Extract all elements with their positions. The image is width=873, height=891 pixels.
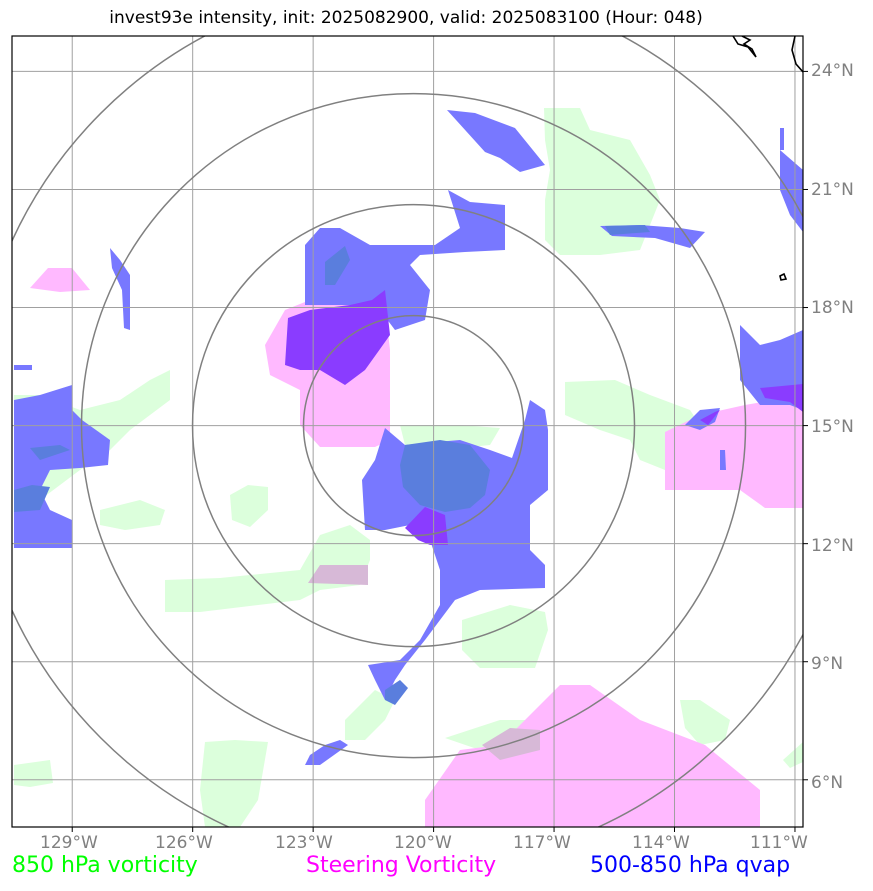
green-region-far-southwest <box>200 740 268 827</box>
lon-label-114w: 114°W <box>632 833 690 853</box>
pink-region-southeast <box>425 685 760 827</box>
darkblue-west-patch2 <box>30 445 70 460</box>
lon-label-117w: 117°W <box>513 833 571 853</box>
map-title: invest93e intensity, init: 2025082900, v… <box>109 8 703 28</box>
pink-region-northwest <box>30 268 90 292</box>
legend-qvap: 500-850 hPa qvap <box>590 853 791 878</box>
lat-label-12n: 12°N <box>811 536 854 556</box>
lat-label-6n: 6°N <box>811 773 844 793</box>
range-ring <box>302 314 525 537</box>
map-frame <box>11 35 804 828</box>
lat-label-9n: 9°N <box>811 654 844 674</box>
lon-label-111w: 111°W <box>750 833 808 853</box>
purple-core-north <box>285 290 390 385</box>
mauve-south-patch <box>308 565 368 585</box>
darkblue-ne-band <box>605 225 650 235</box>
darkblue-south-patch <box>385 680 408 705</box>
darkblue-core <box>400 440 490 512</box>
green-region-south-center <box>345 690 395 740</box>
lat-label-18n: 18°N <box>811 298 854 318</box>
blue-region-core-north <box>305 190 505 330</box>
blue-region-upper-right <box>780 150 803 232</box>
lat-label-21n: 21°N <box>811 180 854 200</box>
green-region-right-edge <box>783 742 803 768</box>
purple-east <box>760 384 803 412</box>
lon-label-129w: 129°W <box>40 833 98 853</box>
range-ring <box>80 92 747 759</box>
green-region-south-mid <box>462 605 548 668</box>
darkblue-north-patch <box>325 246 350 285</box>
purple-east-small <box>700 410 720 425</box>
blue-region-northeast-streak <box>447 110 545 172</box>
blue-region-south-tail <box>305 740 348 765</box>
blue-region-east-small <box>720 450 726 470</box>
layer-overlap-mauve <box>308 565 540 760</box>
range-rings <box>12 36 803 827</box>
legend-850-vorticity: 850 hPa vorticity <box>12 853 198 878</box>
coastline <box>732 36 803 281</box>
lat-lon-grid <box>12 36 803 827</box>
lon-label-120w: 120°W <box>394 833 452 853</box>
lon-label-123w: 123°W <box>275 833 333 853</box>
blue-region-west-tick <box>14 365 32 370</box>
lat-label-15n: 15°N <box>811 417 854 437</box>
lon-label-126w: 126°W <box>155 833 213 853</box>
green-region-center-west <box>230 485 268 527</box>
layer-overlap-darkblue <box>14 225 650 705</box>
legend-steering-vorticity: Steering Vorticity <box>306 853 497 878</box>
green-region-southwest-patch <box>100 500 165 530</box>
green-region-center-south <box>165 525 370 612</box>
mauve-southeast-patch <box>482 728 540 760</box>
blue-region-west-streak <box>110 248 130 330</box>
range-ring <box>191 203 636 648</box>
green-region-north <box>544 108 660 255</box>
lat-label-24n: 24°N <box>811 61 854 81</box>
darkblue-west-patch <box>14 485 50 512</box>
green-region-southeast <box>680 700 730 745</box>
blue-region-right-tick <box>780 128 784 150</box>
layer-850-vorticity <box>14 108 803 827</box>
